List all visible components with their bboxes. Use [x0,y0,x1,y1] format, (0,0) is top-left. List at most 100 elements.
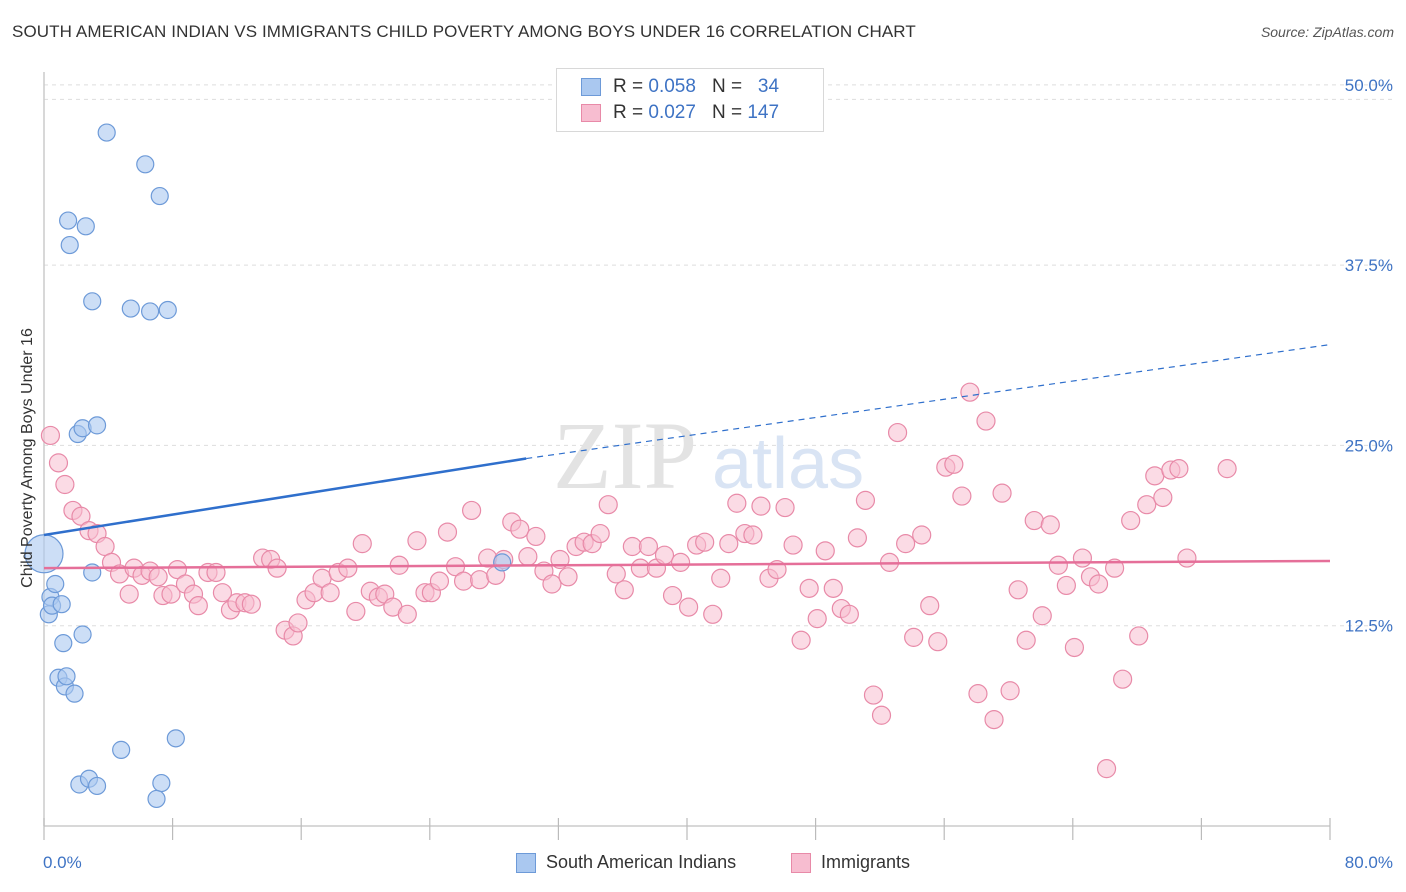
immigrants-point [976,411,996,431]
immigrants-point [437,522,458,542]
bottom-legend-immigrants: Immigrants [791,852,910,873]
chart-title: SOUTH AMERICAN INDIAN VS IMMIGRANTS CHIL… [12,22,916,41]
immigrants-point [518,547,538,567]
immigrants-point [167,559,188,580]
immigrants-point [670,552,691,572]
immigrants-point [1000,681,1020,701]
immigrants-point [638,536,659,557]
y-axis-title: Child Poverty Among Boys Under 16 [19,328,36,588]
immigrants-point [1121,510,1141,531]
y-tick-label: 37.5% [1345,256,1393,275]
immigrants-point [622,536,642,557]
immigrants-point [968,684,988,704]
immigrants-point [920,596,940,616]
immigrants-point [944,454,964,474]
trend-line-immigrants [43,559,1331,570]
immigrants-point [1048,555,1068,575]
immigrants-point [928,632,948,652]
south-american-indians-point [59,211,78,230]
immigrants-point [695,532,715,552]
south-american-indians-point [158,300,177,320]
trend-lines [43,344,1331,570]
immigrants-point [1129,626,1149,646]
y-tick-label: 12.5% [1345,617,1393,636]
immigrants-point [896,534,916,554]
immigrants-point [320,583,340,603]
immigrants-point [55,474,75,495]
south-american-indians-point [83,292,102,311]
immigrants-point [558,567,578,587]
immigrants-point [510,519,530,539]
immigrants-point [453,571,474,591]
immigrants-point [346,601,366,622]
immigrants-point [188,596,208,616]
legend-n-label: N = [711,102,743,123]
immigrants-point [526,526,546,547]
y-tick-labels: 12.5% 25.0% 37.5% 50.0% [1345,76,1393,636]
immigrants-point [727,493,747,513]
legend-n-value: 34 [757,76,780,97]
immigrants-point [1056,575,1076,596]
watermark-zip: ZIP [553,402,697,509]
immigrants-point [461,500,482,521]
south-american-indians-point [46,574,65,594]
legend-swatch-pink [581,104,601,122]
immigrants-point [799,578,819,598]
immigrants-point [775,497,795,518]
immigrants-point [719,534,739,554]
immigrants-point [871,705,892,725]
chart-source: Source: ZipAtlas.com [1260,24,1394,40]
south-american-indians-point [121,299,140,318]
south-american-indians-point [150,186,169,206]
immigrants-point [148,567,168,587]
immigrants-point [1137,495,1157,515]
immigrants-point [1153,487,1173,508]
legend-n-label: N = [711,76,743,97]
immigrants-point [654,545,675,565]
immigrants-point [960,382,980,402]
immigrants-point [1217,459,1237,479]
south-american-indians-point [166,729,185,748]
south-american-indians-point [152,773,171,793]
immigrants-point [1016,630,1036,650]
immigrants-point [679,597,699,617]
immigrants-point [703,604,723,624]
immigrants-point [887,422,908,443]
immigrants-point [984,709,1004,730]
immigrants-point [992,483,1012,503]
immigrants-point [904,627,924,647]
legend-swatch-blue [581,78,601,96]
trend-line-south-american-indians [43,457,527,537]
immigrants-point [839,604,859,624]
y-tick-label: 50.0% [1345,76,1393,95]
immigrants-point [855,490,876,510]
immigrants-point [1177,548,1197,568]
immigrants-point [952,486,972,506]
immigrants-point [119,584,139,604]
immigrants-point [1088,574,1109,594]
immigrants-point [1113,669,1133,689]
immigrants-point [338,558,358,578]
immigrants-point [815,541,835,561]
immigrants-point [863,685,884,705]
south-american-indians-point [60,235,79,255]
immigrants-point [823,578,843,598]
south-american-indians-point [52,595,71,614]
immigrants-point [542,574,562,594]
immigrants-point [71,506,91,526]
south-american-indians-point [57,667,76,686]
immigrants-point [1008,580,1028,600]
south-american-indians-point [73,625,92,644]
immigrants-point [241,594,261,614]
bottom-legend-label: Immigrants [821,852,911,872]
immigrants-point [288,613,308,633]
y-tick-label: 25.0% [1345,436,1393,455]
immigrants-point [598,495,618,515]
immigrants-point [662,585,683,606]
legend-r-value: 0.058 [648,76,696,97]
immigrants-point [711,568,731,588]
immigrants-point [397,604,417,624]
correlation-legend: R = 0.058 N = 34 R = 0.027 N = 147 [556,68,824,132]
immigrants-point [614,580,634,600]
